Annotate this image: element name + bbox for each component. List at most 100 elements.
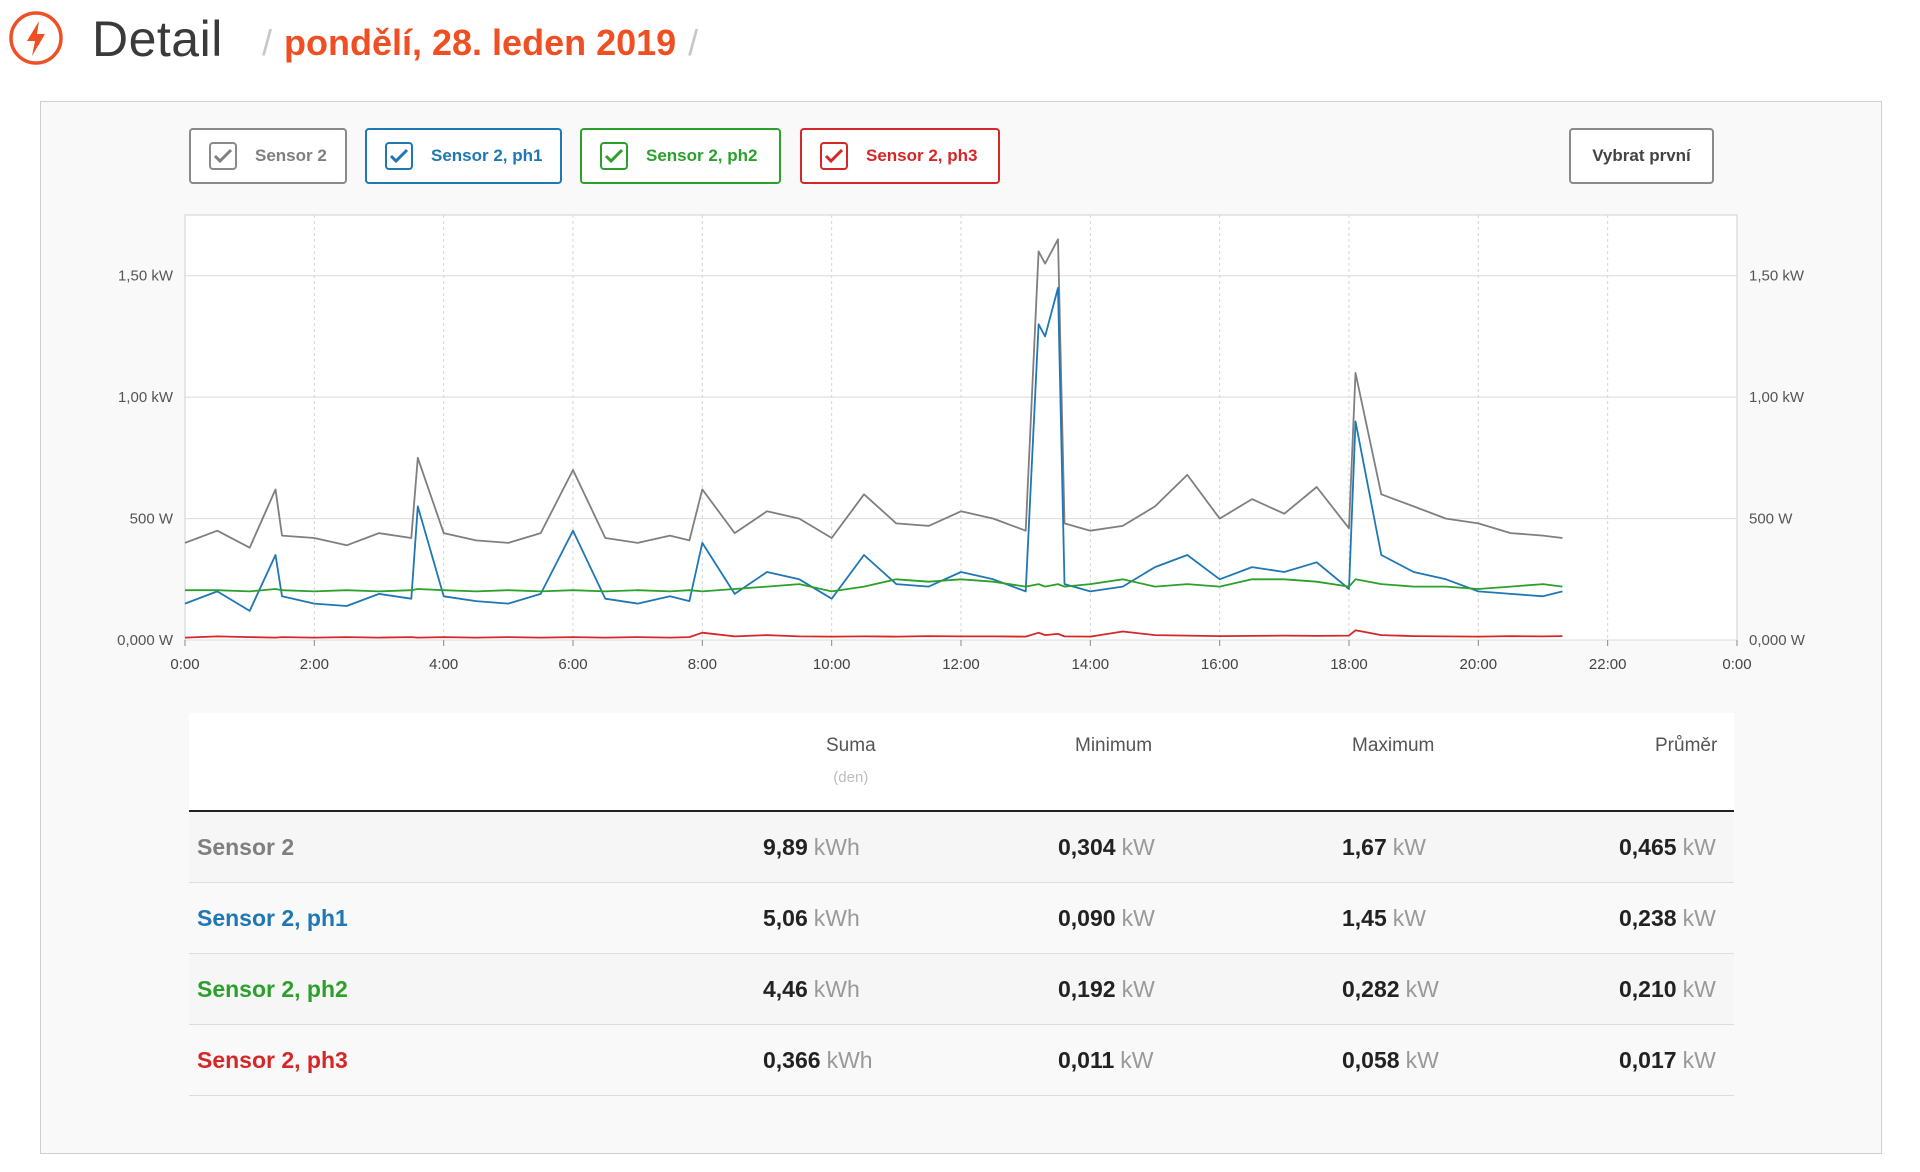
checkbox-icon [209, 142, 237, 170]
select-first-button[interactable]: Vybrat první [1569, 128, 1714, 184]
value: 0,238 [1619, 905, 1677, 931]
unit: kWh [813, 976, 860, 1002]
table-row: Sensor 2, ph3 0,366 kWh 0,011 kW 0,058 kW 0,017… [189, 1025, 1734, 1096]
unit: kW [1682, 905, 1716, 931]
checkbox-icon [600, 142, 628, 170]
y-tick-label: 500 W [130, 511, 174, 528]
table-row: Sensor 2, ph2 4,46 kWh 0,192 kW 0,282 kW 0,210 k… [189, 954, 1734, 1025]
unit: kW [1121, 834, 1155, 860]
toggle-label: Sensor 2, ph1 [431, 146, 543, 165]
x-tick-label: 12:00 [942, 656, 980, 673]
y-tick-label-right: 1,50 kW [1749, 268, 1805, 285]
row-name: Sensor 2, ph1 [197, 905, 348, 931]
value: 0,465 [1619, 834, 1677, 860]
x-tick-label: 0:00 [1722, 656, 1751, 673]
value: 0,090 [1058, 905, 1116, 931]
value: 9,89 [763, 834, 808, 860]
table-row: Sensor 2 9,89 kWh 0,304 kW 1,67 kW 0,465 kW [189, 812, 1734, 883]
value: 0,011 [1058, 1047, 1115, 1073]
page-title: Detail [92, 11, 223, 67]
cell-maximum: 0,282 kW [1342, 976, 1439, 1003]
value: 0,366 [763, 1047, 821, 1073]
breadcrumb-separator: / [262, 22, 273, 63]
column-header-minimum: Minimum [1075, 735, 1153, 756]
x-tick-label: 14:00 [1072, 656, 1110, 673]
x-tick-label: 18:00 [1330, 656, 1368, 673]
x-tick-label: 4:00 [429, 656, 458, 673]
value: 0,192 [1058, 976, 1116, 1002]
row-name: Sensor 2, ph2 [197, 976, 348, 1002]
power-chart: 0,000 W 0,000 W 500 W 500 W 1,00 kW 1,00 kW 1,… [117, 214, 1806, 673]
series-line-ph1 [184, 287, 1563, 612]
value: 1,45 [1342, 905, 1387, 931]
column-header-prumer: Průměr [1655, 735, 1718, 756]
value: 0,282 [1342, 976, 1400, 1002]
y-tick-label: 1,50 kW [118, 268, 174, 285]
unit: kW [1682, 834, 1716, 860]
cell-minimum: 0,304 kW [1058, 834, 1155, 861]
unit: kWh [813, 834, 860, 860]
unit: kWh [826, 1047, 873, 1073]
value: 0,210 [1619, 976, 1677, 1002]
x-tick-label: 2:00 [300, 656, 329, 673]
toggle-sensor-2-ph3-button[interactable]: Sensor 2, ph3 [800, 128, 1000, 184]
y-tick-label-right: 1,00 kW [1749, 389, 1805, 406]
cell-prumer: 0,210 kW [1619, 976, 1716, 1003]
stats-table: Suma (den) Minimum Maximum Průměr Sensor … [189, 713, 1734, 1096]
toggle-label: Sensor 2, ph2 [646, 146, 758, 165]
y-tick-label: 0,000 W [117, 632, 174, 649]
value: 5,06 [763, 905, 808, 931]
cell-prumer: 0,238 kW [1619, 905, 1716, 932]
unit: kW [1392, 834, 1426, 860]
series-line-ph3 [184, 629, 1563, 639]
x-tick-label: 16:00 [1201, 656, 1239, 673]
value: 0,017 [1619, 1047, 1677, 1073]
unit: kW [1682, 976, 1716, 1002]
table-header: Suma (den) Minimum Maximum Průměr [189, 713, 1734, 812]
breadcrumb: / pondělí, 28. leden 2019 / [262, 22, 698, 64]
toggle-sensor-2-button[interactable]: Sensor 2 [189, 128, 347, 184]
column-subheader: (den) [833, 769, 869, 786]
x-tick-label: 22:00 [1589, 656, 1627, 673]
cell-maximum: 1,45 kW [1342, 905, 1426, 932]
toggle-label: Sensor 2, ph3 [866, 146, 978, 165]
toggle-label: Sensor 2 [255, 146, 327, 165]
unit: kWh [813, 905, 860, 931]
y-tick-label-right: 0,000 W [1749, 632, 1806, 649]
cell-prumer: 0,465 kW [1619, 834, 1716, 861]
cell-suma: 9,89 kWh [763, 834, 860, 861]
breadcrumb-separator: / [688, 22, 699, 63]
y-tick-label-right: 500 W [1749, 511, 1793, 528]
row-name: Sensor 2, ph3 [197, 1047, 348, 1073]
cell-maximum: 0,058 kW [1342, 1047, 1439, 1074]
unit: kW [1392, 905, 1426, 931]
value: 4,46 [763, 976, 808, 1002]
cell-minimum: 0,192 kW [1058, 976, 1155, 1003]
lightning-icon [9, 11, 63, 65]
toggle-sensor-2-ph1-button[interactable]: Sensor 2, ph1 [365, 128, 562, 184]
x-tick-label: 8:00 [688, 656, 717, 673]
unit: kW [1682, 1047, 1716, 1073]
column-header-suma: Suma (den) [826, 735, 876, 786]
toggle-sensor-2-ph2-button[interactable]: Sensor 2, ph2 [580, 128, 781, 184]
table-row: Sensor 2, ph1 5,06 kWh 0,090 kW 1,45 kW 0,238 kW [189, 883, 1734, 954]
cell-suma: 0,366 kWh [763, 1047, 873, 1074]
cell-suma: 4,46 kWh [763, 976, 860, 1003]
value: 0,058 [1342, 1047, 1400, 1073]
unit: kW [1121, 905, 1155, 931]
series-line-sensor-2 [184, 238, 1563, 549]
cell-suma: 5,06 kWh [763, 905, 860, 932]
unit: kW [1120, 1047, 1154, 1073]
checkbox-icon [385, 142, 413, 170]
cell-minimum: 0,090 kW [1058, 905, 1155, 932]
checkbox-icon [820, 142, 848, 170]
page-header: Detail / pondělí, 28. leden 2019 / [0, 0, 1920, 90]
cell-minimum: 0,011 kW [1058, 1047, 1154, 1074]
unit: kW [1405, 976, 1439, 1002]
value: 1,67 [1342, 834, 1387, 860]
row-name: Sensor 2 [197, 834, 295, 860]
series-line-ph2 [185, 578, 1563, 593]
breadcrumb-date[interactable]: pondělí, 28. leden 2019 [284, 22, 677, 63]
unit: kW [1121, 976, 1155, 1002]
column-header-maximum: Maximum [1352, 735, 1435, 756]
